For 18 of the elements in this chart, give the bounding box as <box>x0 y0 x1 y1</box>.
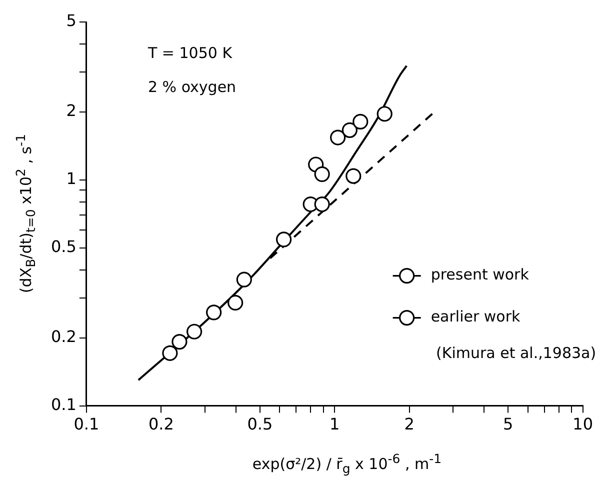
x-tick-label: 2 <box>404 414 414 434</box>
legend-label: earlier work <box>430 308 521 326</box>
y-tick-label: 1 <box>66 169 76 188</box>
x-tick-label: 1 <box>330 414 340 434</box>
annotation: T = 1050 K <box>148 44 232 62</box>
y-tick-label: 2 <box>66 101 76 120</box>
x-tick-label: 5 <box>503 414 514 434</box>
y-tick-label: 0.5 <box>50 237 76 256</box>
legend-label: present work <box>430 266 530 284</box>
x-tick-label: 10 <box>572 414 593 434</box>
annotation: (Kimura et al.,1983a) <box>436 344 596 362</box>
x-axis-title: exp(σ²/2) / r̄$_{g}$ x 10$^{-6}$ , m$^{-1}$ <box>251 451 443 476</box>
y-tick-label: 0.2 <box>50 326 76 346</box>
x-tick-label: 0.2 <box>148 414 174 434</box>
y-tick-label: 0.1 <box>50 394 76 414</box>
annotation: 2 % oxygen <box>148 78 236 96</box>
x-tick-label: 0.5 <box>247 414 273 434</box>
y-tick-label: 5 <box>66 11 76 30</box>
